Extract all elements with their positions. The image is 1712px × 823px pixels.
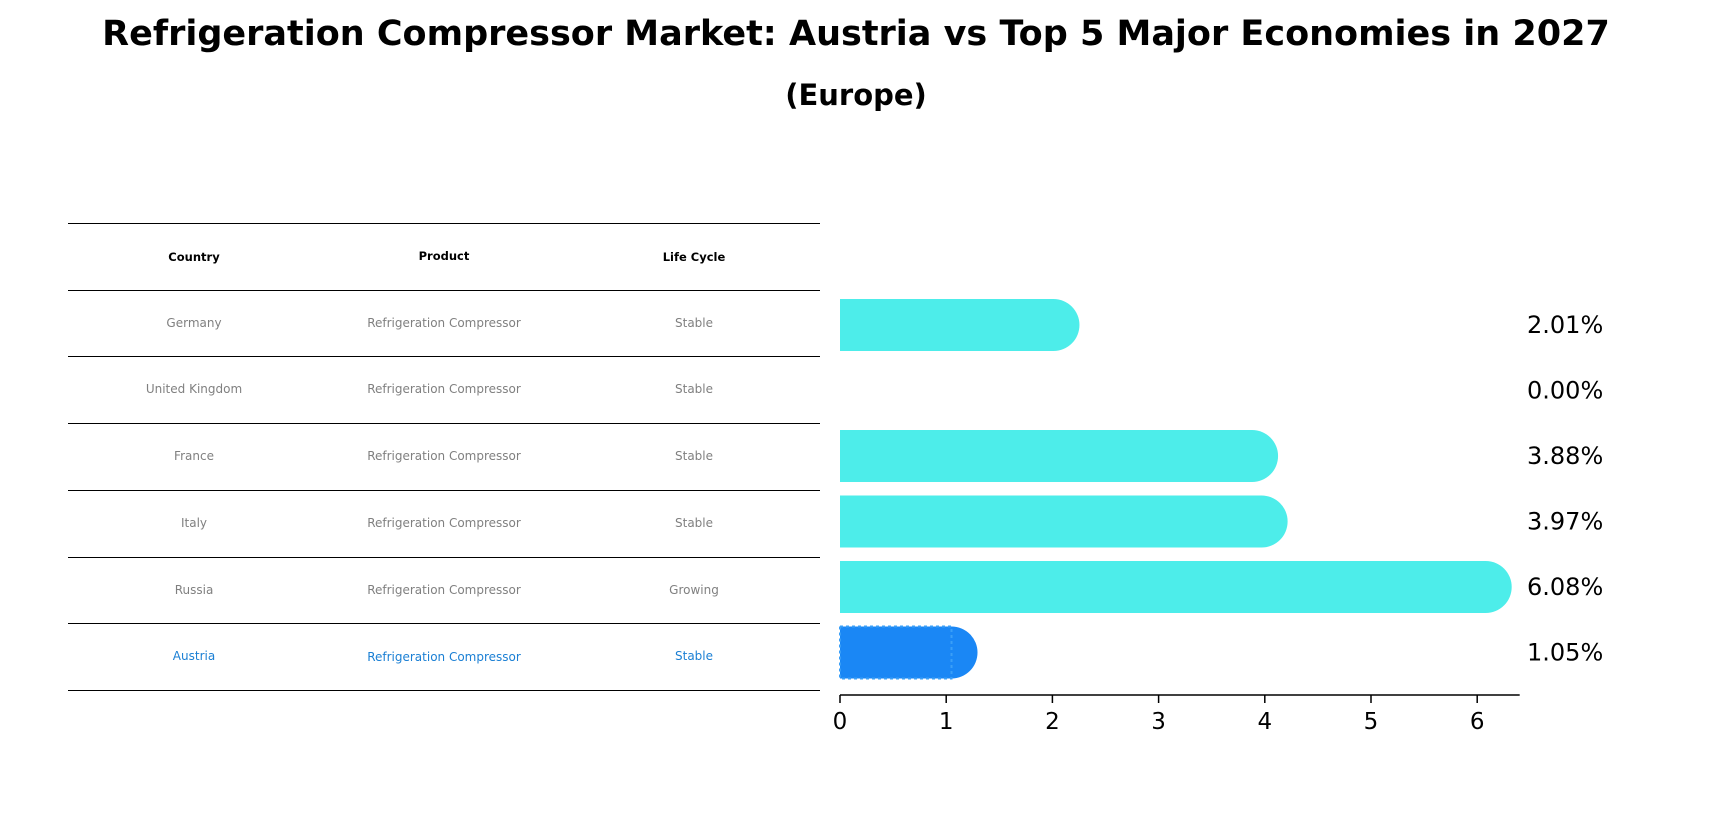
table-cell-life-cycle: Stable [674,449,714,463]
table-header-product: Product [418,249,470,263]
chart-title: Refrigeration Compressor Market: Austria… [102,14,1610,54]
table-cell-product: Refrigeration Compressor [367,449,521,463]
bar [840,430,1279,482]
bar [840,299,1080,351]
bar [840,495,1288,548]
table-cell-product-highlight: Refrigeration Compressor [367,650,521,664]
bar-value-label: 1.05% [1527,639,1603,667]
table-rule [68,290,820,291]
bar-value-label: 0.00% [1527,377,1603,405]
table-rule [68,423,820,424]
bar-value-label: 3.88% [1527,442,1603,470]
x-tick-label: 2 [1045,709,1060,735]
bar [840,561,1512,613]
table-cell-life-cycle-highlight: Stable [674,649,714,663]
table-cell-country: United Kingdom [145,382,243,396]
table-rule [68,690,820,691]
table-cell-life-cycle: Stable [674,316,714,330]
table-cell-product: Refrigeration Compressor [367,516,521,530]
table-cell-country: France [174,449,214,463]
table-cell-country: Germany [166,316,222,330]
x-tick-label: 0 [833,709,848,735]
table-header-life-cycle: Life Cycle [662,250,726,264]
table-cell-life-cycle: Stable [674,382,714,396]
bar-highlight [840,626,978,679]
table-header-country: Country [168,250,220,264]
table-cell-product: Refrigeration Compressor [367,316,521,330]
table-cell-product: Refrigeration Compressor [367,583,521,597]
x-tick-label: 4 [1257,709,1272,735]
table-cell-country: Italy [180,516,208,530]
bar-value-label: 3.97% [1527,508,1603,536]
x-tick-label: 3 [1151,709,1166,735]
table-cell-country-highlight: Austria [172,649,216,663]
table-cell-product: Refrigeration Compressor [367,382,521,396]
table-rule [68,490,820,491]
bar-highlight-outline [839,625,953,680]
table-rule [68,356,820,357]
table-cell-life-cycle: Stable [674,516,714,530]
table-rule [68,557,820,558]
x-tick-label: 6 [1470,709,1485,735]
x-tick-label: 5 [1364,709,1379,735]
bar-value-label: 6.08% [1527,573,1603,601]
bar-value-label: 2.01% [1527,311,1603,339]
chart-subtitle: (Europe) [785,78,927,112]
table-rule [68,223,820,224]
x-tick-label: 1 [939,709,954,735]
table-cell-life-cycle: Growing [669,583,719,597]
table-rule [68,623,820,624]
table-cell-country: Russia [174,583,214,597]
